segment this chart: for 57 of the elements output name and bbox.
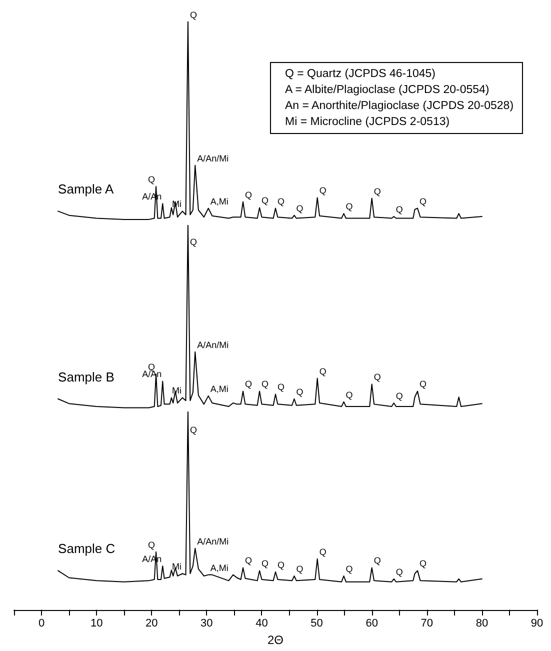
x-tick-label: 40 xyxy=(256,618,268,630)
annotation: Q xyxy=(396,566,403,577)
annotation: Q xyxy=(190,10,197,20)
annotation: Q xyxy=(245,556,252,566)
annotation: A/An/Mi xyxy=(197,536,229,546)
x-tick-label: 0 xyxy=(38,618,45,630)
annotation: Q xyxy=(396,204,403,215)
annotation: Q xyxy=(420,379,427,390)
series-label: Sample A xyxy=(58,182,114,197)
annotation: Q xyxy=(262,196,269,206)
annotation: A/An/Mi xyxy=(197,153,229,164)
annotation: Q xyxy=(190,236,197,247)
annotation: Q xyxy=(420,558,427,569)
annotation: Q xyxy=(319,186,326,196)
annotation: Q xyxy=(374,186,381,196)
x-tick-label: 10 xyxy=(90,618,103,630)
x-tick-label: 90 xyxy=(530,618,544,630)
x-tick-label: 50 xyxy=(310,618,323,630)
x-axis-title: 2Θ xyxy=(267,633,284,647)
annotation: Q xyxy=(319,366,326,376)
annotation: Mi = Microcline (JCPDS 2-0513) xyxy=(285,115,451,130)
annotation: Mi xyxy=(172,562,182,572)
x-tick-label: 80 xyxy=(476,618,488,630)
annotation: Q xyxy=(319,546,326,557)
annotation: Q = Quartz (JCPDS 46-1045) xyxy=(285,67,437,82)
x-tick-label: 60 xyxy=(366,618,378,630)
annotation: Q xyxy=(148,540,156,550)
annotation: An = Anorthite/Plagioclase (JCPDS 20-0528) xyxy=(285,99,514,114)
annotation: Q xyxy=(346,564,353,574)
annotation: Q xyxy=(346,202,353,212)
annotation: Q xyxy=(296,564,304,574)
annotation: Q xyxy=(262,379,269,390)
annotation: A = Albite/Plagioclase (JCPDS 20-0554) xyxy=(285,83,490,98)
annotation: Q xyxy=(420,196,427,206)
annotation: Q xyxy=(374,372,381,382)
x-tick-label: 20 xyxy=(146,618,158,630)
annotation: A,Mi xyxy=(210,562,228,573)
series-label: Sample B xyxy=(58,369,114,384)
x-tick-label: 70 xyxy=(420,618,434,630)
annotation: Q xyxy=(190,425,197,436)
annotation: Q xyxy=(278,560,285,570)
annotation: Q xyxy=(296,386,304,397)
annotation: Q xyxy=(278,382,285,392)
annotation: Q xyxy=(396,391,403,402)
annotation: A/An/Mi xyxy=(197,340,229,350)
annotation: A,Mi xyxy=(210,384,228,394)
annotation: Q xyxy=(296,203,304,214)
series-label: Sample C xyxy=(58,541,116,556)
annotation: Q xyxy=(245,379,252,390)
annotation: Q xyxy=(262,558,269,569)
annotation: Q xyxy=(374,556,381,566)
annotation: Q xyxy=(245,190,252,200)
annotation: Q xyxy=(148,174,156,184)
annotation: Q xyxy=(278,196,285,206)
annotation: Q xyxy=(346,390,353,400)
annotation: A,Mi xyxy=(210,196,228,206)
x-tick-label: 30 xyxy=(200,618,213,630)
